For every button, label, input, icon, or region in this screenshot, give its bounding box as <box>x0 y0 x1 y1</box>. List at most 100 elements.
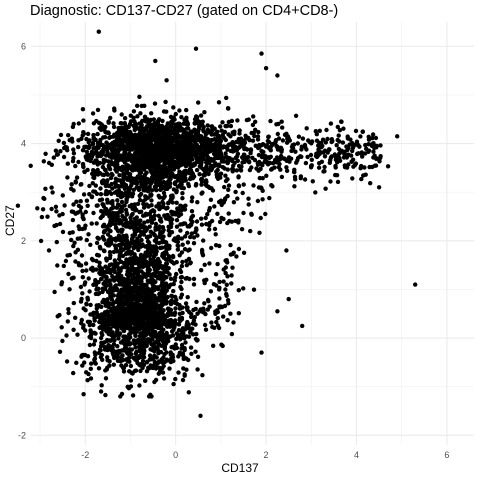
data-point <box>158 166 164 171</box>
data-point <box>199 177 204 182</box>
data-point <box>106 268 111 273</box>
data-point <box>76 159 81 165</box>
data-point <box>208 197 214 202</box>
data-point <box>182 135 188 140</box>
data-point <box>237 131 242 136</box>
data-point <box>112 338 117 343</box>
data-point <box>223 151 228 156</box>
data-point <box>217 296 222 301</box>
data-point <box>134 356 139 362</box>
data-point <box>107 301 112 306</box>
data-point <box>114 314 120 319</box>
data-point <box>178 295 183 300</box>
data-point <box>273 139 278 144</box>
data-point <box>79 296 84 302</box>
data-point <box>188 345 194 350</box>
data-point <box>76 144 81 150</box>
data-point <box>114 169 120 174</box>
data-point <box>105 338 110 344</box>
data-point <box>73 315 78 320</box>
data-point <box>124 168 129 173</box>
data-point <box>182 247 188 252</box>
data-point <box>71 147 76 152</box>
data-point <box>130 233 135 238</box>
data-point <box>250 138 256 143</box>
data-point <box>117 254 123 259</box>
data-point <box>174 218 180 223</box>
data-point <box>113 287 118 292</box>
data-point <box>131 246 136 251</box>
data-point <box>186 154 192 159</box>
data-point <box>88 302 93 308</box>
data-point <box>310 179 315 184</box>
data-point <box>130 260 135 265</box>
data-point <box>395 134 400 139</box>
data-point <box>170 150 175 155</box>
data-point <box>176 354 181 359</box>
data-point <box>155 140 160 145</box>
data-point <box>71 370 76 376</box>
data-point <box>94 258 99 264</box>
data-point <box>136 162 142 167</box>
data-point <box>159 332 164 337</box>
data-point <box>132 126 138 131</box>
data-point <box>282 156 287 161</box>
data-point <box>124 210 129 215</box>
data-point <box>153 135 158 140</box>
data-point <box>85 157 91 163</box>
data-point <box>65 253 70 258</box>
data-point <box>189 209 195 214</box>
data-point <box>252 133 257 139</box>
data-point <box>141 205 147 210</box>
data-point <box>263 157 268 162</box>
data-point <box>202 262 207 267</box>
data-point <box>313 190 318 195</box>
data-point <box>69 276 75 281</box>
data-point <box>177 121 182 127</box>
data-point <box>178 222 183 227</box>
data-point <box>135 103 140 109</box>
data-point <box>142 220 147 225</box>
data-point <box>143 178 148 183</box>
data-point <box>126 386 132 391</box>
data-point <box>229 219 234 224</box>
data-point <box>170 253 176 259</box>
data-point <box>275 145 280 150</box>
data-point <box>226 106 231 111</box>
data-point <box>221 267 226 272</box>
data-point <box>153 58 158 64</box>
data-point <box>165 294 170 300</box>
data-point <box>199 248 205 254</box>
data-point <box>305 154 310 160</box>
data-point <box>141 128 146 134</box>
data-point <box>207 261 212 266</box>
data-point <box>165 334 170 339</box>
data-point <box>287 159 292 164</box>
data-point <box>259 51 264 56</box>
data-point <box>73 211 78 216</box>
data-point <box>78 284 84 290</box>
data-point <box>92 146 98 151</box>
data-point <box>241 140 247 146</box>
data-point <box>172 181 178 187</box>
data-point <box>187 176 193 182</box>
data-point <box>323 140 328 145</box>
data-point <box>184 118 189 123</box>
data-point <box>99 214 105 219</box>
data-point <box>195 159 201 165</box>
data-point <box>232 160 237 166</box>
data-point <box>150 319 156 325</box>
data-point <box>351 164 356 169</box>
data-point <box>142 103 147 109</box>
data-point <box>322 154 328 159</box>
data-point <box>316 147 321 152</box>
data-point <box>225 318 230 323</box>
data-point <box>92 338 98 343</box>
data-point <box>360 154 365 159</box>
data-point <box>226 132 231 137</box>
data-point <box>82 169 87 174</box>
data-point <box>174 260 179 265</box>
data-point <box>167 366 172 371</box>
data-point <box>209 186 214 191</box>
data-point <box>289 148 294 154</box>
